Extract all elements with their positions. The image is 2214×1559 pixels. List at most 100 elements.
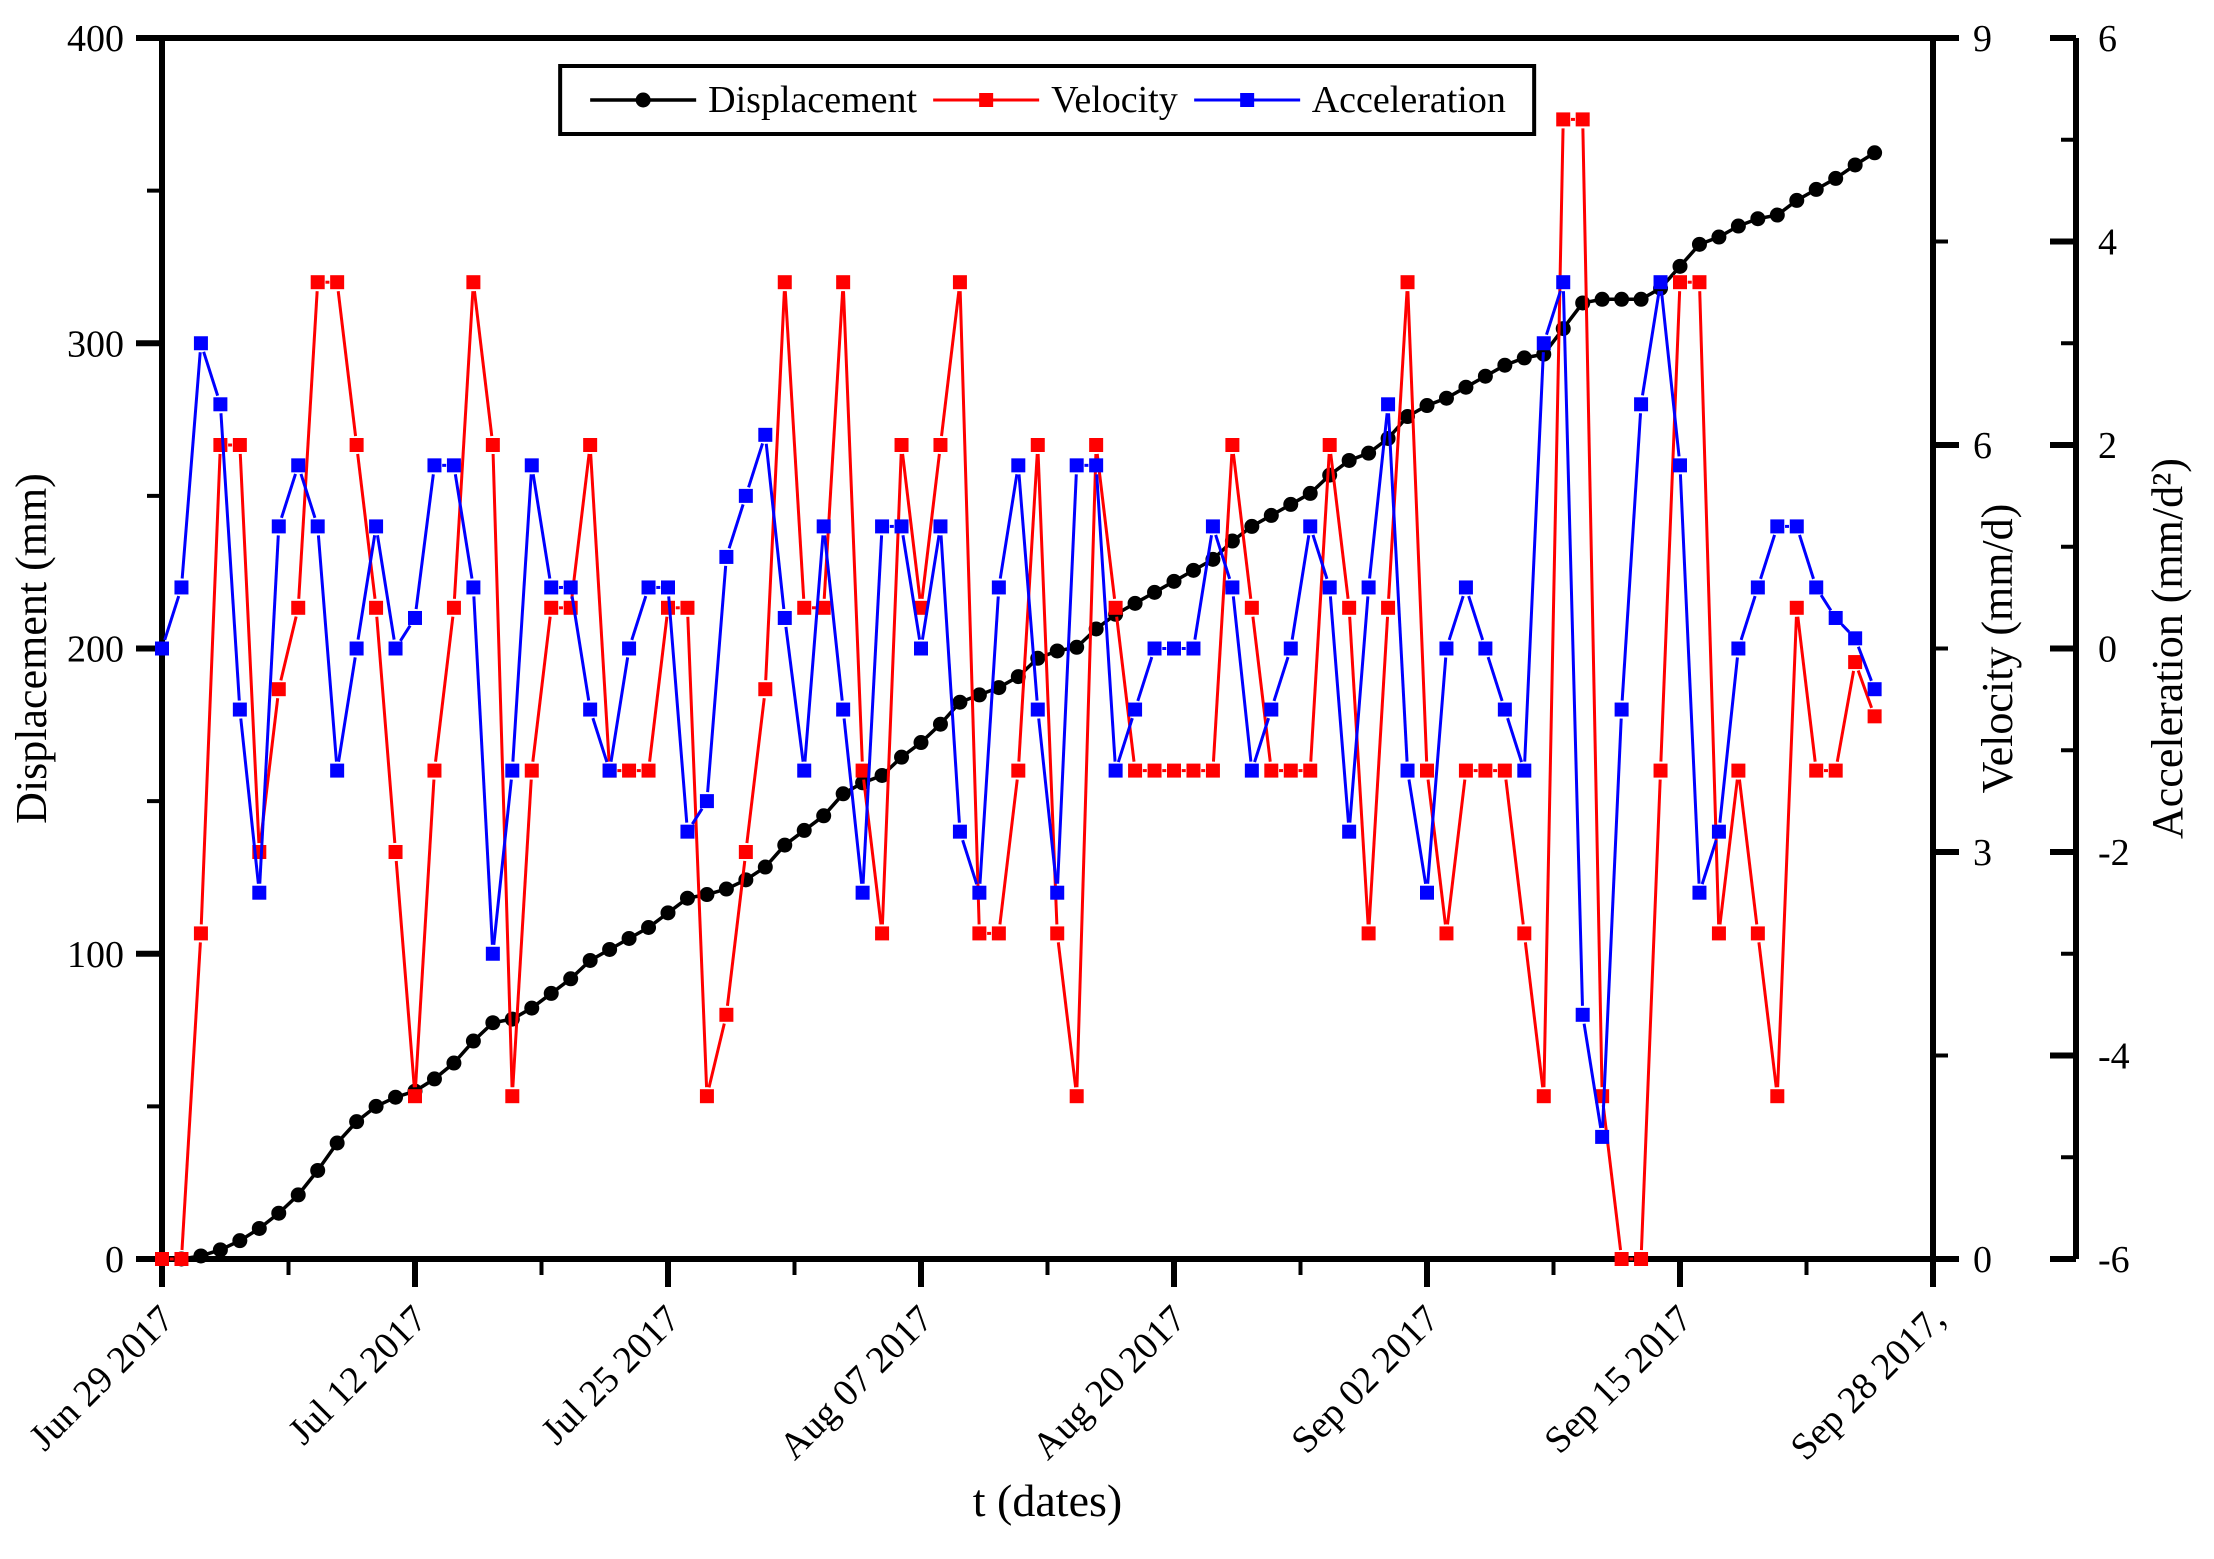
acceleration-line-segment — [180, 352, 202, 579]
acceleration-marker — [680, 824, 695, 839]
acceleration-marker — [1517, 763, 1532, 778]
acceleration-marker — [271, 519, 286, 534]
acceleration-tick-label: 6 — [2098, 18, 2117, 60]
displacement-marker — [1867, 145, 1883, 161]
velocity-marker — [719, 1007, 734, 1022]
acceleration-line-segment — [1407, 779, 1428, 885]
acceleration-line-segment — [861, 535, 884, 884]
displacement-marker — [446, 1055, 462, 1071]
acceleration-line-segment — [280, 473, 297, 519]
acceleration-line-segment — [1193, 535, 1213, 640]
acceleration-marker — [1750, 580, 1765, 595]
acceleration-marker — [1147, 641, 1162, 656]
acceleration-line-segment — [591, 717, 609, 763]
displacement-line-sample-icon — [590, 92, 697, 108]
displacement-marker — [524, 1000, 540, 1016]
velocity-marker — [797, 600, 812, 615]
acceleration-marker — [291, 458, 306, 473]
velocity-line-segment — [940, 290, 961, 437]
x-axis-title: t (dates) — [973, 1475, 1122, 1526]
acceleration-line-segment — [961, 839, 979, 885]
velocity-line-segment — [1231, 453, 1253, 600]
acceleration-marker — [758, 427, 773, 442]
velocity-marker — [349, 438, 364, 452]
velocity-marker — [1322, 438, 1337, 452]
velocity-line-segment — [434, 616, 455, 762]
velocity-line-segment — [1095, 453, 1117, 600]
velocity-marker — [1069, 1089, 1084, 1104]
acceleration-marker — [1264, 702, 1279, 717]
acceleration-line-segment — [1095, 474, 1117, 762]
acceleration-marker — [816, 519, 831, 534]
velocity-marker — [1089, 438, 1104, 452]
legend-item-velocity: Velocity — [931, 81, 1178, 119]
acceleration-line-segment — [1641, 290, 1661, 396]
acceleration-marker — [622, 641, 637, 656]
displacement-marker — [1750, 211, 1766, 227]
velocity-marker — [758, 682, 773, 697]
acceleration-marker — [1050, 885, 1065, 900]
velocity-line-segment — [238, 453, 261, 844]
legend: Displacement Velocity Acceleration — [558, 64, 1536, 136]
acceleration-line-segment — [667, 596, 689, 823]
velocity-marker — [1614, 1252, 1629, 1266]
velocity-line-segment — [1075, 453, 1098, 1088]
velocity-line-segment — [920, 453, 941, 600]
velocity-line-segment — [297, 291, 319, 599]
velocity-line-segment — [1639, 779, 1662, 1251]
velocity-marker — [1011, 763, 1026, 778]
velocity-marker — [933, 438, 948, 452]
x-tick-label: Sep 02 2017 — [1283, 1298, 1447, 1462]
displacement-marker — [582, 952, 598, 968]
acceleration-marker — [155, 641, 169, 656]
displacement-marker — [660, 905, 676, 921]
acceleration-marker — [914, 641, 928, 656]
acceleration-line-segment — [414, 474, 435, 610]
acceleration-marker — [174, 580, 189, 595]
legend-item-acceleration: Acceleration — [1192, 81, 1506, 119]
velocity-marker — [505, 1089, 520, 1104]
acceleration-line-segment — [1037, 718, 1058, 884]
acceleration-tick-label: 4 — [2098, 222, 2117, 264]
acceleration-line-segment — [1290, 535, 1311, 640]
velocity-line-segment — [1251, 616, 1272, 762]
acceleration-line-segment — [258, 535, 280, 884]
velocity-marker — [1575, 112, 1590, 127]
velocity-marker — [213, 438, 228, 452]
acceleration-marker — [1789, 519, 1804, 534]
velocity-line-segment — [1659, 291, 1682, 762]
acceleration-marker — [797, 763, 812, 778]
acceleration-line-segment — [901, 535, 922, 640]
acceleration-marker — [1595, 1129, 1610, 1144]
x-tick-label: Sep 15 2017 — [1536, 1298, 1700, 1462]
acceleration-marker — [466, 580, 481, 595]
velocity-marker — [1458, 763, 1473, 778]
acceleration-marker — [310, 519, 325, 534]
velocity-line-segment — [1309, 453, 1331, 762]
velocity-marker — [485, 438, 500, 452]
velocity-marker — [193, 926, 208, 941]
velocity-marker — [427, 763, 442, 778]
acceleration-line-segment — [842, 718, 864, 884]
acceleration-marker — [1361, 580, 1376, 595]
velocity-line-segment — [1387, 291, 1409, 599]
displacement-marker — [1341, 452, 1357, 468]
acceleration-marker — [1108, 763, 1123, 778]
acceleration-line-segment — [1447, 595, 1465, 641]
velocity-line-segment — [1056, 942, 1078, 1088]
axis-ticks — [136, 35, 2076, 1287]
displacement-marker — [563, 971, 579, 987]
acceleration-marker — [933, 519, 948, 534]
acceleration-marker — [1673, 458, 1687, 473]
displacement-marker — [679, 890, 695, 906]
velocity-marker — [641, 763, 656, 778]
velocity-line-segment — [511, 779, 533, 1088]
displacement-marker — [971, 687, 987, 703]
axis-titles: Displacement (mm) Velocity (mm/d) Accelera… — [7, 458, 2192, 1526]
velocity-line-segment — [491, 453, 514, 1088]
acceleration-marker — [991, 580, 1006, 595]
velocity-line-segment — [901, 453, 922, 600]
displacement-marker — [757, 859, 773, 875]
velocity-line-segment — [1367, 616, 1390, 925]
